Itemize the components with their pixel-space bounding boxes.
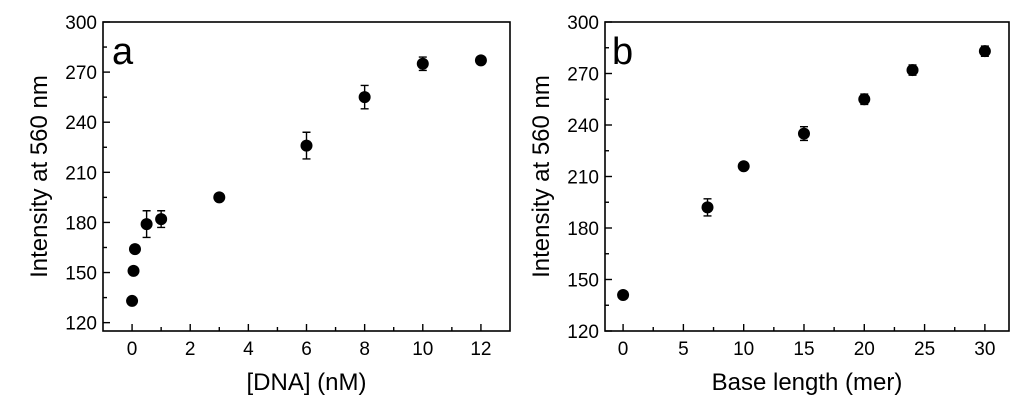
x-tick-label: 2 xyxy=(185,339,196,360)
y-tick-label: 270 xyxy=(567,65,599,86)
plot-frame xyxy=(102,21,511,332)
data-point xyxy=(737,160,750,173)
x-tick-label: 10 xyxy=(412,339,433,360)
x-tick-label: 8 xyxy=(359,339,370,360)
y-tick-label: 150 xyxy=(567,271,599,292)
y-tick-label: 180 xyxy=(567,219,599,240)
data-point xyxy=(701,201,714,214)
data-point xyxy=(797,127,810,140)
x-tick-label: 12 xyxy=(470,339,491,360)
data-point xyxy=(474,54,487,67)
x-axis-title: Base length (mer) xyxy=(712,369,903,396)
x-tick-label: 0 xyxy=(618,339,629,360)
y-axis-title: Intensity at 560 nm xyxy=(26,75,53,278)
x-tick-label: 5 xyxy=(678,339,689,360)
x-tick-label: 10 xyxy=(733,339,754,360)
y-tick-label: 300 xyxy=(567,13,599,34)
x-tick-label: 20 xyxy=(854,339,875,360)
x-axis-title: [DNA] (nM) xyxy=(247,369,367,396)
plot-frame xyxy=(604,21,1010,332)
panel-label: a xyxy=(112,31,134,73)
panel-a: 0 2 4 6 8 10 12 120 150 180 210 240 270 300 [DNA] (nM)… xyxy=(26,13,511,396)
data-point xyxy=(127,264,140,277)
y-tick-label: 150 xyxy=(65,264,97,285)
x-tick-label: 4 xyxy=(243,339,254,360)
y-tick-label: 240 xyxy=(65,113,97,134)
x-tick-label: 25 xyxy=(914,339,935,360)
data-point xyxy=(126,294,139,307)
data-point xyxy=(617,288,630,301)
y-tick-label: 270 xyxy=(65,63,97,84)
y-tick-label: 210 xyxy=(65,163,97,184)
x-tick-label: 30 xyxy=(974,339,995,360)
x-tick-label: 0 xyxy=(127,339,138,360)
panel-label: b xyxy=(612,31,633,73)
panel-b: 0 5 10 15 20 25 30 120 150 180 210 240 270 300 Base le… xyxy=(528,13,1010,396)
x-tick-label: 6 xyxy=(301,339,312,360)
y-tick-label: 210 xyxy=(567,168,599,189)
data-point xyxy=(978,45,991,58)
y-axis-title: Intensity at 560 nm xyxy=(528,75,555,278)
data-point xyxy=(155,213,168,226)
data-point xyxy=(140,218,153,231)
y-tick-label: 240 xyxy=(567,116,599,137)
y-tick-label: 300 xyxy=(65,13,97,34)
y-tick-label: 180 xyxy=(65,213,97,234)
data-point xyxy=(128,243,141,256)
y-tick-label: 120 xyxy=(567,322,599,343)
data-point xyxy=(858,93,871,106)
data-point xyxy=(416,57,429,70)
y-tick-label: 120 xyxy=(65,314,97,335)
data-point xyxy=(300,139,313,152)
data-point xyxy=(358,91,371,104)
data-point xyxy=(213,191,226,204)
data-point xyxy=(906,64,919,77)
x-tick-label: 15 xyxy=(793,339,814,360)
